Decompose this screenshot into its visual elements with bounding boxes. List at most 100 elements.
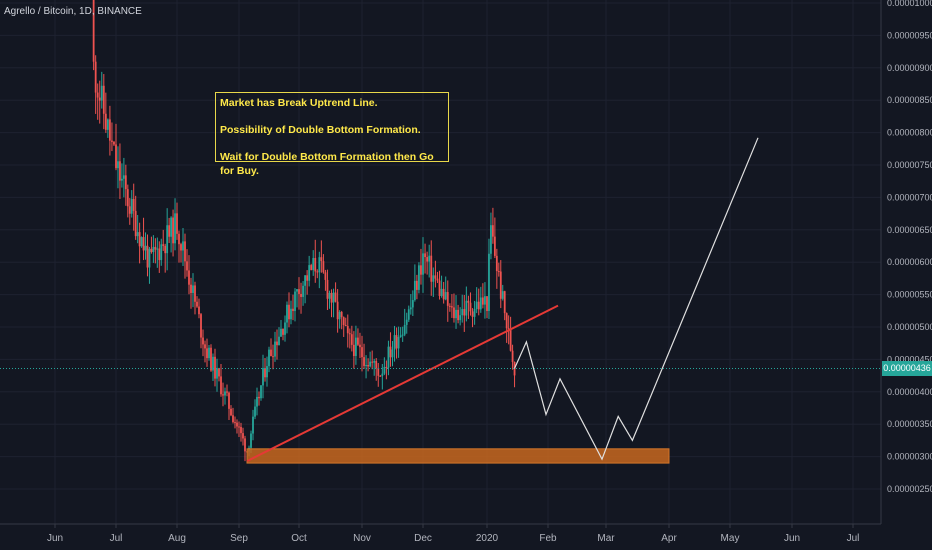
- candle: [375, 358, 378, 381]
- candle: [453, 293, 455, 323]
- candle: [126, 184, 129, 218]
- candle: [142, 217, 145, 261]
- candle: [334, 282, 337, 303]
- candle: [220, 363, 222, 397]
- candle: [240, 422, 242, 442]
- candle: [208, 344, 210, 361]
- candle: [278, 327, 280, 346]
- candle: [436, 271, 439, 283]
- candle: [113, 140, 115, 146]
- current-price-label: 0.00000436: [882, 360, 932, 376]
- candle: [210, 344, 212, 372]
- candle: [254, 399, 256, 420]
- candle: [463, 294, 466, 332]
- candle: [158, 241, 161, 273]
- candle: [109, 105, 111, 156]
- candle: [511, 344, 514, 370]
- time-axis-tick-label: Jun: [47, 533, 63, 544]
- price-axis-tick-label: 0.00001000: [887, 0, 932, 8]
- candle: [488, 238, 490, 320]
- candle: [316, 269, 319, 279]
- price-axis-tick-label: 0.00000950: [887, 30, 932, 40]
- candle: [326, 269, 329, 310]
- time-axis-tick-label: Jul: [110, 533, 123, 544]
- candle: [190, 277, 192, 309]
- candle: [367, 358, 369, 372]
- candle: [214, 348, 216, 387]
- candle: [471, 308, 474, 328]
- candle: [424, 243, 426, 274]
- candle: [196, 296, 198, 308]
- candle: [381, 363, 384, 390]
- candle: [369, 351, 372, 368]
- candle: [418, 262, 420, 294]
- price-axis-tick-label: 0.00000750: [887, 160, 932, 170]
- candle: [256, 387, 258, 416]
- candle: [411, 290, 414, 316]
- candle: [461, 294, 464, 323]
- candle: [282, 328, 284, 341]
- candle: [252, 409, 254, 441]
- candle: [260, 384, 262, 401]
- candle: [426, 251, 429, 275]
- candle: [136, 214, 139, 244]
- candle: [492, 207, 494, 244]
- candle: [232, 407, 234, 424]
- candle: [403, 308, 406, 337]
- candle: [194, 281, 196, 315]
- candle: [314, 239, 317, 283]
- candle: [344, 317, 347, 327]
- candle: [363, 343, 365, 370]
- candle: [318, 251, 321, 289]
- candle: [262, 354, 264, 399]
- candle: [134, 195, 137, 240]
- candle: [393, 325, 396, 362]
- price-axis[interactable]: 0.00000250 0.00000300 0.00000350 0.00000400…: [887, 0, 932, 494]
- candle: [292, 294, 294, 321]
- candle: [486, 296, 488, 319]
- candle: [385, 360, 388, 380]
- candle: [266, 356, 268, 387]
- candle: [178, 230, 180, 263]
- candle: [276, 329, 278, 360]
- candle: [192, 273, 194, 308]
- candle: [328, 290, 331, 309]
- candle: [513, 361, 516, 388]
- price-axis-tick-label: 0.00000650: [887, 225, 932, 235]
- price-axis-tick-label: 0.00000400: [887, 387, 932, 397]
- candle: [399, 327, 402, 338]
- annotation-box[interactable]: Market has Break Uptrend Line. Possibili…: [215, 92, 449, 177]
- candle: [422, 237, 424, 293]
- candle: [448, 303, 451, 312]
- candle: [202, 329, 204, 357]
- candle: [442, 281, 445, 304]
- candle: [166, 208, 169, 271]
- candle: [122, 157, 125, 198]
- chart-drawings: [0, 137, 881, 464]
- candle: [509, 316, 512, 352]
- candle: [182, 227, 184, 267]
- candle: [497, 262, 500, 277]
- candle: [102, 74, 105, 130]
- candle: [357, 328, 359, 347]
- price-axis-tick-label: 0.00000550: [887, 290, 932, 300]
- candle: [288, 292, 290, 328]
- candle: [505, 312, 508, 343]
- candle: [336, 289, 339, 333]
- candle: [420, 248, 422, 285]
- candle: [322, 254, 325, 274]
- time-axis-tick-label: Feb: [539, 533, 557, 544]
- candle: [457, 304, 459, 324]
- candle: [100, 71, 103, 109]
- candle: [124, 164, 127, 206]
- candle: [216, 358, 218, 392]
- time-axis[interactable]: Jun Jul Aug Sep Oct Nov Dec 2020 Feb Mar Apr May Jun…: [47, 524, 859, 544]
- candle: [405, 312, 408, 334]
- candle: [154, 238, 157, 264]
- symbol-title: Agrello / Bitcoin, 1D, BINANCE: [4, 6, 142, 17]
- price-axis-tick-label: 0.00000850: [887, 95, 932, 105]
- candle: [160, 238, 163, 266]
- candle: [387, 340, 390, 376]
- candle: [304, 275, 306, 304]
